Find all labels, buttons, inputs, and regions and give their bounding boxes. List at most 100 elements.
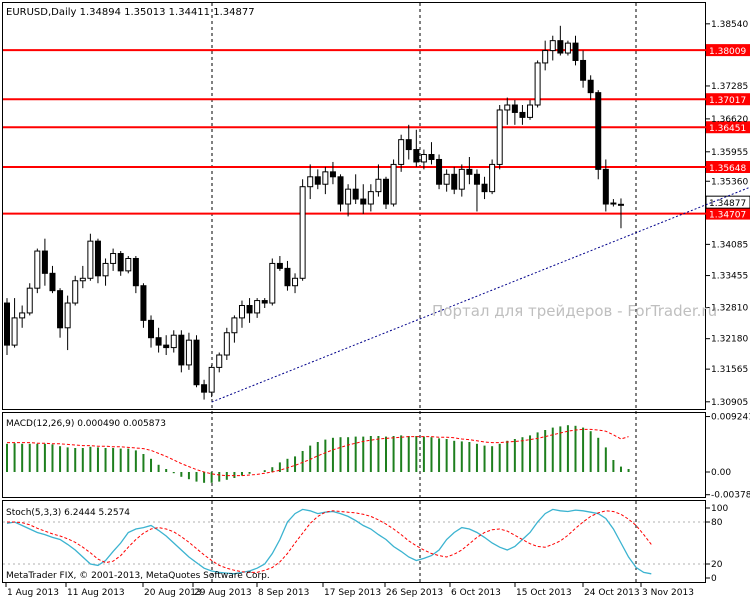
candle-body (87, 240, 94, 279)
candle-body (345, 188, 352, 205)
candle-body (367, 191, 374, 205)
candlestick-series (4, 25, 624, 400)
candle-body (26, 287, 33, 314)
copyright-text: MetaTrader FIX, © 2001-2013, MetaQuotes … (6, 571, 270, 581)
level-price-box (706, 207, 750, 220)
level-price-box (706, 121, 750, 134)
candle-body (64, 302, 71, 329)
price-tick-label: 1.32180 (711, 335, 748, 345)
candle-body (329, 171, 336, 178)
candle-body (208, 366, 215, 393)
time-tick-label: 20 Aug 2013 (144, 588, 202, 598)
candle-body (292, 277, 299, 287)
candle-body (238, 305, 245, 319)
level-price-label: 1.37017 (709, 96, 746, 106)
candle-body (451, 173, 458, 190)
candle-body (360, 198, 367, 205)
stoch-tick-label: 80 (711, 518, 723, 528)
candle-body (102, 262, 109, 277)
candle-body (511, 104, 518, 113)
stoch-signal-line (7, 510, 652, 573)
time-tick-label: 17 Sep 2013 (324, 588, 381, 598)
candle-body (352, 188, 359, 200)
candle-body (4, 302, 10, 346)
candle-body (140, 285, 147, 321)
candle-body (481, 183, 488, 193)
candle-body (549, 40, 556, 52)
candle-body (489, 163, 496, 193)
time-tick-label: 1 Aug 2013 (7, 588, 59, 598)
candle-body (458, 168, 465, 190)
candle-body (110, 253, 117, 264)
level-price-box (706, 160, 750, 173)
candle-body (117, 253, 124, 272)
current-price-box (705, 195, 750, 209)
price-tick-label: 1.38540 (711, 20, 748, 30)
candle-body (428, 154, 435, 160)
current-price-label: 1.34877 (709, 199, 746, 209)
price-tick-label: 1.33455 (711, 272, 748, 282)
time-tick-label: 29 Aug 2013 (194, 588, 252, 598)
stoch-panel-frame (2, 500, 706, 583)
macd-series: 0.009241 0.00 -0.003784 (6, 413, 750, 501)
level-price-label: 1.36451 (709, 124, 746, 134)
price-tick-label: 1.35360 (711, 177, 748, 187)
horizontal-levels[interactable]: 1.38009 1.37017 1.36451 1.35648 1.34707 1.348… (3, 44, 750, 221)
macd-panel-frame (2, 412, 706, 498)
macd-tick-label: 0.009241 (711, 413, 750, 423)
price-tick-label: 1.34085 (711, 240, 748, 250)
grid-lines (211, 3, 637, 582)
candle-body (231, 317, 238, 334)
candle-body (322, 171, 329, 185)
candle-body (148, 319, 155, 339)
candle-body (193, 339, 200, 386)
symbol-info: EURUSD,Daily 1.34894 1.35013 1.34411 1.3… (6, 7, 255, 18)
support-trendline[interactable] (211, 184, 750, 403)
candle-body (307, 176, 314, 188)
candle-body (557, 40, 564, 54)
candle-body (420, 154, 427, 163)
macd-tick-label: 0.00 (711, 468, 731, 478)
level-price-label: 1.35648 (709, 164, 746, 174)
price-tick-label: 1.37285 (711, 82, 748, 92)
candle-body (72, 280, 79, 304)
time-tick-label: 15 Oct 2013 (516, 588, 572, 598)
price-tick-label: 1.35955 (711, 148, 748, 158)
macd-tick-label: -0.003784 (711, 491, 750, 501)
candle-body (413, 149, 420, 163)
candle-body (216, 354, 223, 368)
candle-body (170, 334, 177, 349)
candle-body (375, 178, 382, 193)
stoch-tick-label: 20 (711, 560, 723, 570)
candle-body (49, 272, 56, 292)
trendline[interactable] (211, 184, 750, 403)
candle-body (496, 109, 503, 165)
candle-body (527, 104, 534, 118)
candle-body (436, 158, 443, 185)
candle-body (542, 50, 549, 64)
candle-body (383, 178, 389, 205)
candle-body (337, 176, 344, 205)
level-price-box (706, 93, 750, 106)
candle-body (163, 344, 170, 349)
candle-body (246, 305, 253, 314)
candle-body (155, 337, 162, 346)
level-price-box (706, 44, 750, 57)
candle-body (11, 317, 18, 346)
candle-body (595, 92, 602, 170)
stoch-title: Stoch(5,3,3) 6.2444 5.2574 (6, 508, 130, 518)
time-tick-label: 6 Oct 2013 (451, 588, 501, 598)
level-price-label: 1.38009 (709, 47, 746, 57)
candle-body (617, 203, 624, 206)
candle-body (610, 202, 617, 205)
candle-body (132, 257, 139, 287)
candle-body (269, 262, 276, 304)
stoch-tick-label: 100 (711, 504, 728, 514)
price-tick-label: 1.32810 (711, 303, 748, 313)
candle-body (504, 104, 511, 111)
candle-body (466, 168, 473, 175)
candle-body (223, 332, 230, 356)
candle-body (519, 111, 526, 118)
